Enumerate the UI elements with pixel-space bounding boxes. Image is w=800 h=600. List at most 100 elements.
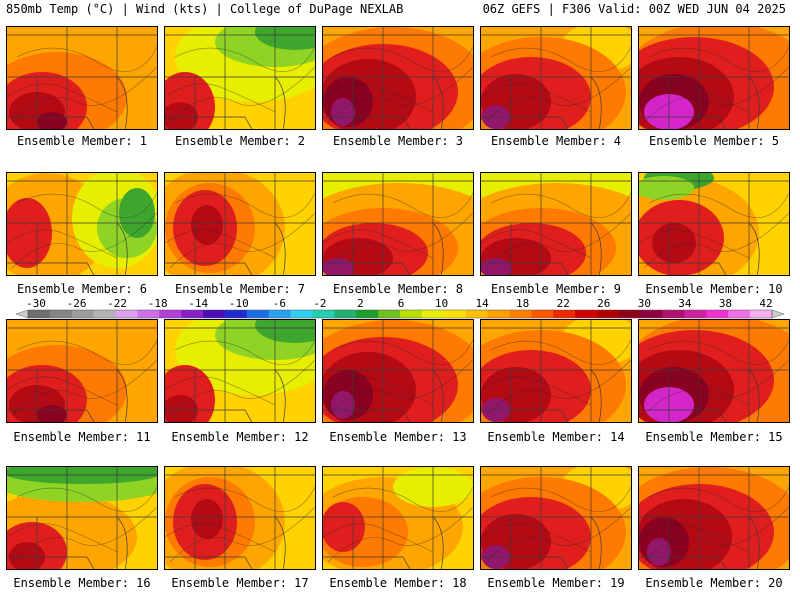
temperature-shading (165, 395, 198, 422)
colorbar-tick-label: 18 (516, 297, 529, 310)
contour-line (648, 46, 789, 72)
ensemble-member-label: Ensemble Member: 3 (332, 134, 464, 148)
contour-line (485, 66, 631, 123)
colorbar-tick-label: -6 (273, 297, 286, 310)
contour-line (7, 523, 118, 553)
temperature-map (7, 173, 157, 275)
ensemble-member-label: Ensemble Member: 16 (13, 576, 151, 590)
colorbar-tick-label: -2 (313, 297, 326, 310)
state-border-line (590, 369, 602, 422)
colorbar-swatch (684, 310, 707, 318)
state-border-line (718, 409, 727, 422)
colorbar-swatch (443, 310, 467, 318)
temperature-map (639, 320, 789, 422)
temperature-map (639, 467, 789, 569)
state-border-line (560, 262, 569, 275)
state-border-line (590, 76, 602, 129)
temperature-field (481, 320, 631, 422)
temperature-map (7, 320, 157, 422)
colorbar-swatch (400, 310, 423, 318)
ensemble-member-label: Ensemble Member: 13 (329, 430, 467, 444)
state-border-line (116, 76, 128, 129)
ensemble-map-panel (6, 172, 158, 276)
contour-line (169, 66, 315, 123)
ensemble-member-label: Ensemble Member: 19 (487, 576, 625, 590)
colorbar-tick-label: 14 (475, 297, 489, 310)
colorbar-swatch (246, 310, 270, 318)
colorbar-tick-label: -26 (67, 297, 87, 310)
state-border-line (718, 262, 727, 275)
colorbar-swatch (49, 310, 73, 318)
ensemble-member-label: Ensemble Member: 10 (645, 282, 783, 296)
colorbar-swatch (728, 310, 751, 318)
state-border-line (116, 369, 128, 422)
contour-line (169, 506, 315, 563)
state-border-line (432, 222, 444, 275)
state-border-line (590, 222, 602, 275)
colorbar-swatch (137, 310, 160, 318)
state-border-line (86, 116, 95, 129)
ensemble-member-label: Ensemble Member: 17 (171, 576, 309, 590)
temperature-field (481, 173, 631, 275)
temperature-field (7, 320, 157, 422)
ensemble-map-panel (322, 26, 474, 130)
temperature-field (165, 320, 315, 422)
contour-line (16, 46, 157, 72)
colorbar-swatch (487, 310, 510, 318)
contour-line (643, 66, 789, 123)
colorbar-tick-label: -30 (26, 297, 46, 310)
temperature-map (481, 320, 631, 422)
state-border-line (432, 369, 444, 422)
contour-line (11, 359, 157, 416)
contour-line (490, 46, 631, 72)
contour-line (165, 229, 276, 259)
temperature-shading (323, 258, 354, 275)
colorbar-end-arrow (771, 309, 785, 319)
state-border-line (116, 516, 128, 569)
temperature-shading (37, 112, 67, 129)
temperature-shading (481, 258, 512, 275)
contour-line (643, 506, 789, 563)
colorbar-swatch (290, 310, 313, 318)
contour-line (332, 46, 473, 72)
contour-line (11, 506, 157, 563)
contour-line (639, 229, 750, 259)
state-border-line (402, 409, 411, 422)
temperature-field (639, 173, 789, 275)
contour-line (174, 486, 315, 512)
contour-line (639, 83, 750, 113)
temperature-field (323, 320, 473, 422)
state-border-line (432, 76, 444, 129)
colorbar-swatch (312, 310, 335, 318)
ensemble-member-label: Ensemble Member: 1 (16, 134, 148, 148)
ensemble-member-label: Ensemble Member: 8 (332, 282, 464, 296)
state-border-line (244, 409, 253, 422)
temperature-map (323, 467, 473, 569)
colorbar-tick-label: -22 (107, 297, 127, 310)
contour-line (169, 359, 315, 416)
colorbar-swatch (421, 310, 445, 318)
contour-line (481, 376, 592, 406)
temperature-field (481, 27, 631, 129)
contour-line (643, 212, 789, 269)
temperature-field (639, 320, 789, 422)
ensemble-map-panel (164, 466, 316, 570)
colorbar-tick-label: 6 (398, 297, 405, 310)
state-border-line (86, 556, 95, 569)
temperature-map (323, 320, 473, 422)
temperature-field (481, 467, 631, 569)
temperature-shading (255, 320, 315, 343)
state-border-line (432, 516, 444, 569)
chart-title: 850mb Temp (°C) | Wind (kts) | College o… (6, 2, 404, 16)
contour-line (169, 212, 315, 269)
ensemble-map-panel (638, 319, 790, 423)
state-border-line (244, 262, 253, 275)
colorbar-tick-label: 42 (759, 297, 772, 310)
contour-line (481, 523, 592, 553)
temperature-shading (9, 542, 45, 569)
colorbar-tick-label: 10 (435, 297, 448, 310)
state-border-line (748, 516, 760, 569)
ensemble-member-label: Ensemble Member: 12 (171, 430, 309, 444)
contour-line (16, 192, 157, 218)
colorbar-swatch (93, 310, 117, 318)
